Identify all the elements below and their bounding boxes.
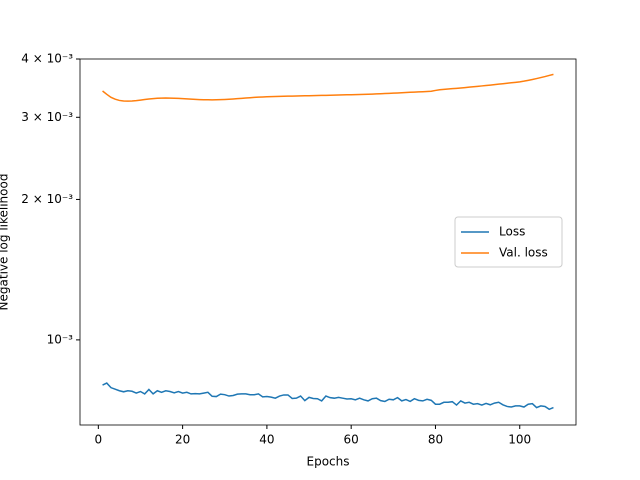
y-axis-label: Negative log likelihood [0,174,11,311]
x-tick-label: 80 [428,433,443,447]
legend-label: Val. loss [499,246,548,260]
y-tick-label: 10⁻³ [47,332,74,346]
y-tick-label: 2 × 10⁻³ [21,192,73,206]
y-tick-label: 3 × 10⁻³ [21,110,73,124]
axes-frame [79,58,577,426]
line-series [102,73,554,102]
x-axis-label: Epochs [307,455,350,469]
x-tick-label: 60 [344,433,359,447]
line-series [102,382,554,411]
y-tick-label: 4 × 10⁻³ [21,52,73,66]
legend-label: Loss [499,225,525,239]
x-tick-label: 20 [175,433,190,447]
x-tick-label: 0 [95,433,103,447]
legend-box [454,216,563,268]
x-tick-label: 40 [259,433,274,447]
x-tick-label: 100 [508,433,531,447]
